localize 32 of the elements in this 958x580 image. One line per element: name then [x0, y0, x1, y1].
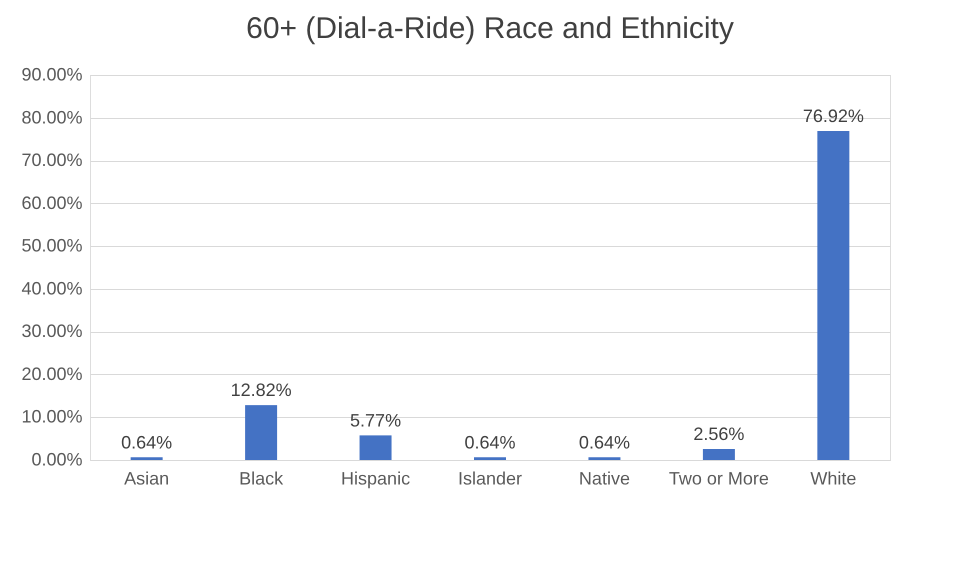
y-tick-label: 60.00% [21, 192, 82, 213]
bar [474, 457, 506, 460]
data-label: 76.92% [802, 106, 864, 126]
bar [702, 449, 735, 460]
bar [245, 405, 278, 460]
x-tick-label: Native [578, 468, 630, 488]
bar [588, 457, 620, 460]
y-tick-label: 0.00% [31, 450, 82, 470]
data-label: 0.64% [578, 432, 630, 452]
y-tick-label: 70.00% [21, 150, 82, 170]
data-label: 5.77% [350, 410, 402, 430]
y-tick-label: 80.00% [21, 107, 82, 128]
y-tick-label: 90.00% [21, 64, 82, 84]
y-tick-label: 20.00% [21, 364, 82, 384]
bar [817, 130, 850, 460]
y-tick-label: 30.00% [21, 321, 82, 342]
y-tick-label: 10.00% [21, 406, 82, 427]
y-tick-label: 50.00% [21, 236, 82, 256]
data-label: 2.56% [693, 424, 744, 444]
bar [360, 435, 392, 460]
chart-title: 60+ (Dial-a-Ride) Race and Ethnicity [246, 12, 734, 45]
x-tick-label: White [810, 468, 856, 488]
x-tick-label: Hispanic [341, 468, 410, 488]
bar [130, 457, 163, 460]
x-tick-label: Black [239, 468, 284, 488]
x-tick-label: Asian [124, 468, 170, 488]
data-label: 0.64% [464, 432, 516, 452]
x-tick-label: Islander [458, 468, 522, 488]
data-label: 12.82% [230, 380, 292, 400]
y-tick-label: 40.00% [21, 278, 82, 298]
data-label: 0.64% [121, 432, 172, 452]
x-tick-label: Two or More [668, 468, 769, 488]
